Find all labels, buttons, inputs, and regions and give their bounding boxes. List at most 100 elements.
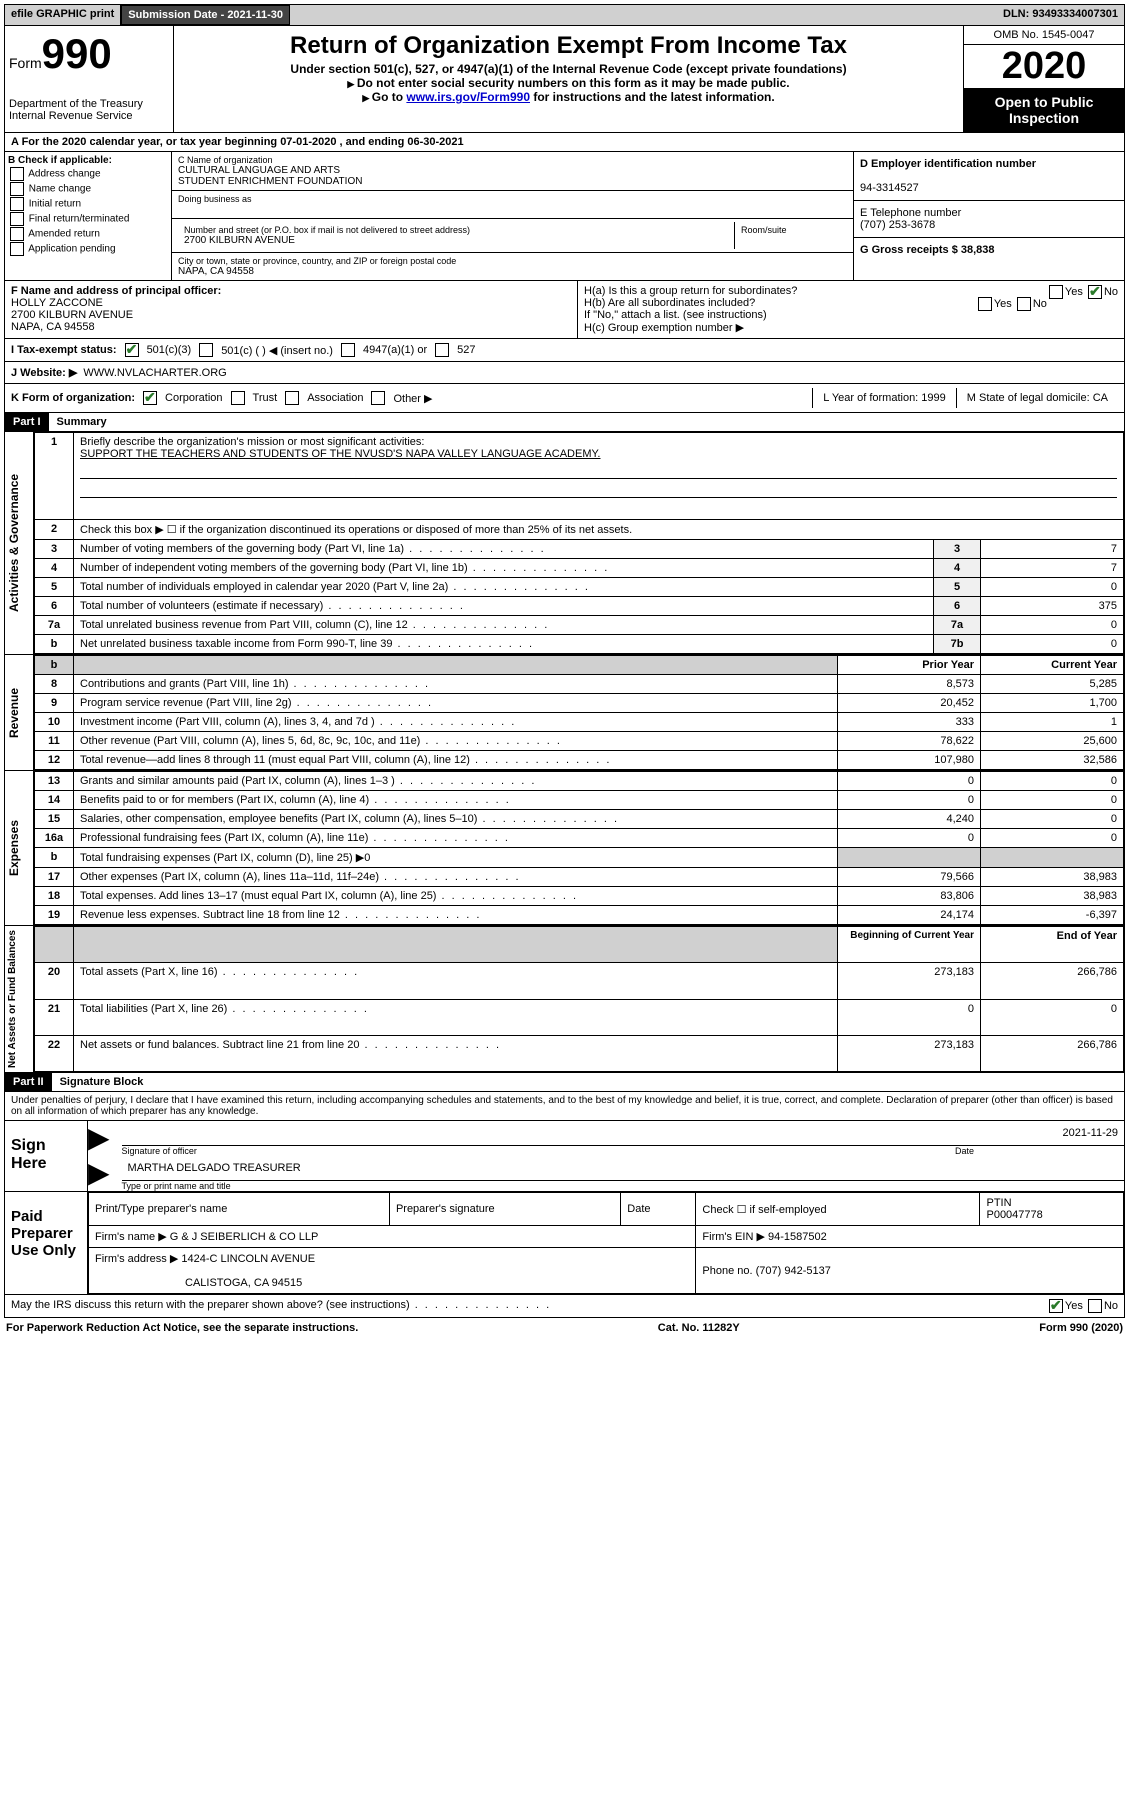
line-18-curr: 38,983: [981, 887, 1124, 906]
form-title: Return of Organization Exempt From Incom…: [178, 32, 959, 60]
line-15-num: 15: [35, 810, 74, 829]
line-13-prior: 0: [838, 772, 981, 791]
line-2-num: 2: [35, 520, 74, 540]
line-11-prior: 78,622: [838, 732, 981, 751]
ein-value: 94-3314527: [860, 182, 919, 194]
revenue-table: b Prior Year Current Year 8 Contribution…: [34, 655, 1124, 770]
527-checkbox[interactable]: [435, 343, 449, 357]
part-i-row: Part I Summary: [4, 413, 1125, 432]
line-3-text: Number of voting members of the governin…: [74, 540, 934, 559]
initial-return-label: Initial return: [29, 199, 81, 210]
firm-name-lbl: Firm's name ▶: [95, 1231, 167, 1243]
line-22-curr: 266,786: [981, 1035, 1124, 1071]
prep-date-hdr: Date: [621, 1193, 696, 1226]
goto-prefix: Go to: [362, 90, 406, 104]
527-label: 527: [457, 344, 475, 356]
initial-return-checkbox[interactable]: [10, 197, 24, 211]
line-7a-num: 7a: [35, 616, 74, 635]
line-11-num: 11: [35, 732, 74, 751]
line-b-text: Net unrelated business taxable income fr…: [74, 635, 934, 654]
line-17-num: 17: [35, 868, 74, 887]
website-label: J Website: ▶: [11, 366, 77, 379]
line-4-box: 4: [934, 559, 981, 578]
phone-label: E Telephone number: [860, 207, 961, 219]
line-21-curr: 0: [981, 999, 1124, 1035]
hb-no-checkbox[interactable]: [1017, 297, 1031, 311]
footer-left: For Paperwork Reduction Act Notice, see …: [6, 1322, 358, 1334]
discuss-row: May the IRS discuss this return with the…: [4, 1295, 1125, 1318]
line-21-num: 21: [35, 999, 74, 1035]
firm-phone-lbl: Phone no.: [702, 1265, 752, 1277]
discuss-no-checkbox[interactable]: [1088, 1299, 1102, 1313]
line-16a-curr: 0: [981, 829, 1124, 848]
hb-yes-checkbox[interactable]: [978, 297, 992, 311]
firm-addr2: CALISTOGA, CA 94515: [185, 1277, 302, 1289]
dba-label: Doing business as: [178, 194, 847, 204]
phone-value: (707) 253-3678: [860, 219, 935, 231]
part-i-header: Part I: [5, 413, 49, 431]
final-return-checkbox[interactable]: [10, 212, 24, 226]
501c-label: 501(c) ( ) ◀ (insert no.): [221, 344, 333, 357]
501c3-checkbox[interactable]: [125, 343, 139, 357]
line-10-curr: 1: [981, 713, 1124, 732]
line-13-text: Grants and similar amounts paid (Part IX…: [74, 772, 838, 791]
name-change-checkbox[interactable]: [10, 182, 24, 196]
caret-icon: ▶: [88, 1121, 110, 1156]
line-22-text: Net assets or fund balances. Subtract li…: [74, 1035, 838, 1071]
trust-checkbox[interactable]: [231, 391, 245, 405]
signer-name: MARTHA DELGADO TREASURER: [122, 1156, 1124, 1181]
app-pending-checkbox[interactable]: [10, 242, 24, 256]
website-value[interactable]: WWW.NVLACHARTER.ORG: [83, 367, 226, 379]
form-number: Form990: [9, 30, 169, 78]
k-org-row: K Form of organization: Corporation Trus…: [4, 384, 1125, 413]
org-name-label: C Name of organization: [178, 155, 847, 165]
discuss-yes-checkbox[interactable]: [1049, 1299, 1063, 1313]
assoc-checkbox[interactable]: [285, 391, 299, 405]
corp-label: Corporation: [165, 392, 222, 404]
line-12-curr: 32,586: [981, 751, 1124, 770]
paid-prep-label: Paid Preparer Use Only: [5, 1192, 88, 1294]
side-ag: Activities & Governance: [5, 432, 34, 654]
box-b: B Check if applicable: Address change Na…: [5, 152, 172, 280]
ha-yes-label: Yes: [1065, 286, 1083, 298]
line-14-text: Benefits paid to or for members (Part IX…: [74, 791, 838, 810]
line-10-text: Investment income (Part VIII, column (A)…: [74, 713, 838, 732]
ha-yes-checkbox[interactable]: [1049, 285, 1063, 299]
line-16a-text: Professional fundraising fees (Part IX, …: [74, 829, 838, 848]
prep-name-hdr: Print/Type preparer's name: [89, 1193, 390, 1226]
line-21-text: Total liabilities (Part X, line 26): [74, 999, 838, 1035]
officer-name: HOLLY ZACCONE: [11, 297, 103, 309]
irs-link[interactable]: www.irs.gov/Form990: [406, 90, 530, 104]
firm-ein-lbl: Firm's EIN ▶: [702, 1231, 765, 1243]
4947-checkbox[interactable]: [341, 343, 355, 357]
sign-here-label: Sign Here: [5, 1121, 88, 1191]
box-b-header: B Check if applicable:: [8, 155, 112, 166]
efile-label[interactable]: efile GRAPHIC print: [5, 5, 121, 25]
other-checkbox[interactable]: [371, 391, 385, 405]
line-18-prior: 83,806: [838, 887, 981, 906]
firm-addr-lbl: Firm's address ▶: [95, 1253, 178, 1265]
ha-no-checkbox[interactable]: [1088, 285, 1102, 299]
line-16a-prior: 0: [838, 829, 981, 848]
501c-checkbox[interactable]: [199, 343, 213, 357]
year-formation: L Year of formation: 1999: [812, 388, 956, 408]
corp-checkbox[interactable]: [143, 391, 157, 405]
footer-center: Cat. No. 11282Y: [658, 1322, 740, 1334]
line-10-num: 10: [35, 713, 74, 732]
submission-date[interactable]: Submission Date - 2021-11-30: [121, 5, 290, 25]
line-8-text: Contributions and grants (Part VIII, lin…: [74, 675, 838, 694]
line-11-text: Other revenue (Part VIII, column (A), li…: [74, 732, 838, 751]
part-ii-header: Part II: [5, 1073, 52, 1091]
side-net: Net Assets or Fund Balances: [5, 926, 34, 1072]
line-8-curr: 5,285: [981, 675, 1124, 694]
officer-city: NAPA, CA 94558: [11, 321, 95, 333]
line-19-curr: -6,397: [981, 906, 1124, 925]
addr-change-checkbox[interactable]: [10, 167, 24, 181]
ha-label: H(a) Is this a group return for subordin…: [584, 285, 797, 297]
amended-checkbox[interactable]: [10, 227, 24, 241]
website-row: J Website: ▶ WWW.NVLACHARTER.ORG: [4, 362, 1125, 384]
firm-name: G & J SEIBERLICH & CO LLP: [170, 1231, 319, 1243]
assoc-label: Association: [307, 392, 363, 404]
line-7a-text: Total unrelated business revenue from Pa…: [74, 616, 934, 635]
ptin-value: P00047778: [986, 1209, 1042, 1221]
